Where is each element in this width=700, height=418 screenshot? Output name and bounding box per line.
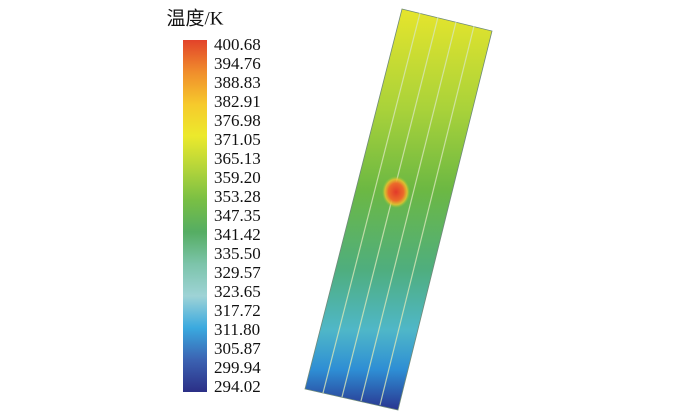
colorbar-tick-label: 294.02 — [214, 377, 261, 396]
colorbar-tick-label: 305.87 — [214, 339, 261, 358]
colorbar-tick-label: 329.57 — [214, 263, 261, 282]
colorbar-tick-label: 299.94 — [214, 358, 261, 377]
colorbar-tick-label: 376.98 — [214, 111, 261, 130]
colorbar-tick-label: 347.35 — [214, 206, 261, 225]
colorbar-tick-label: 317.72 — [214, 301, 261, 320]
colorbar-tick-label: 388.83 — [214, 73, 261, 92]
colorbar-tick-label: 365.13 — [214, 149, 261, 168]
colorbar-tick-label: 382.91 — [214, 92, 261, 111]
colorbar — [183, 40, 207, 392]
colorbar-labels: 400.68394.76388.83382.91376.98371.05365.… — [214, 35, 261, 396]
colorbar-tick-label: 394.76 — [214, 54, 261, 73]
colorbar-tick-label: 400.68 — [214, 35, 261, 54]
colorbar-tick-label: 341.42 — [214, 225, 261, 244]
colorbar-tick-label: 353.28 — [214, 187, 261, 206]
colorbar-tick-label: 335.50 — [214, 244, 261, 263]
colorbar-tick-label: 311.80 — [214, 320, 260, 339]
colorbar-title: 温度/K — [166, 7, 223, 29]
colorbar-tick-label: 371.05 — [214, 130, 261, 149]
plate — [304, 8, 493, 411]
colorbar-tick-label: 323.65 — [214, 282, 261, 301]
colorbar-tick-label: 359.20 — [214, 168, 261, 187]
